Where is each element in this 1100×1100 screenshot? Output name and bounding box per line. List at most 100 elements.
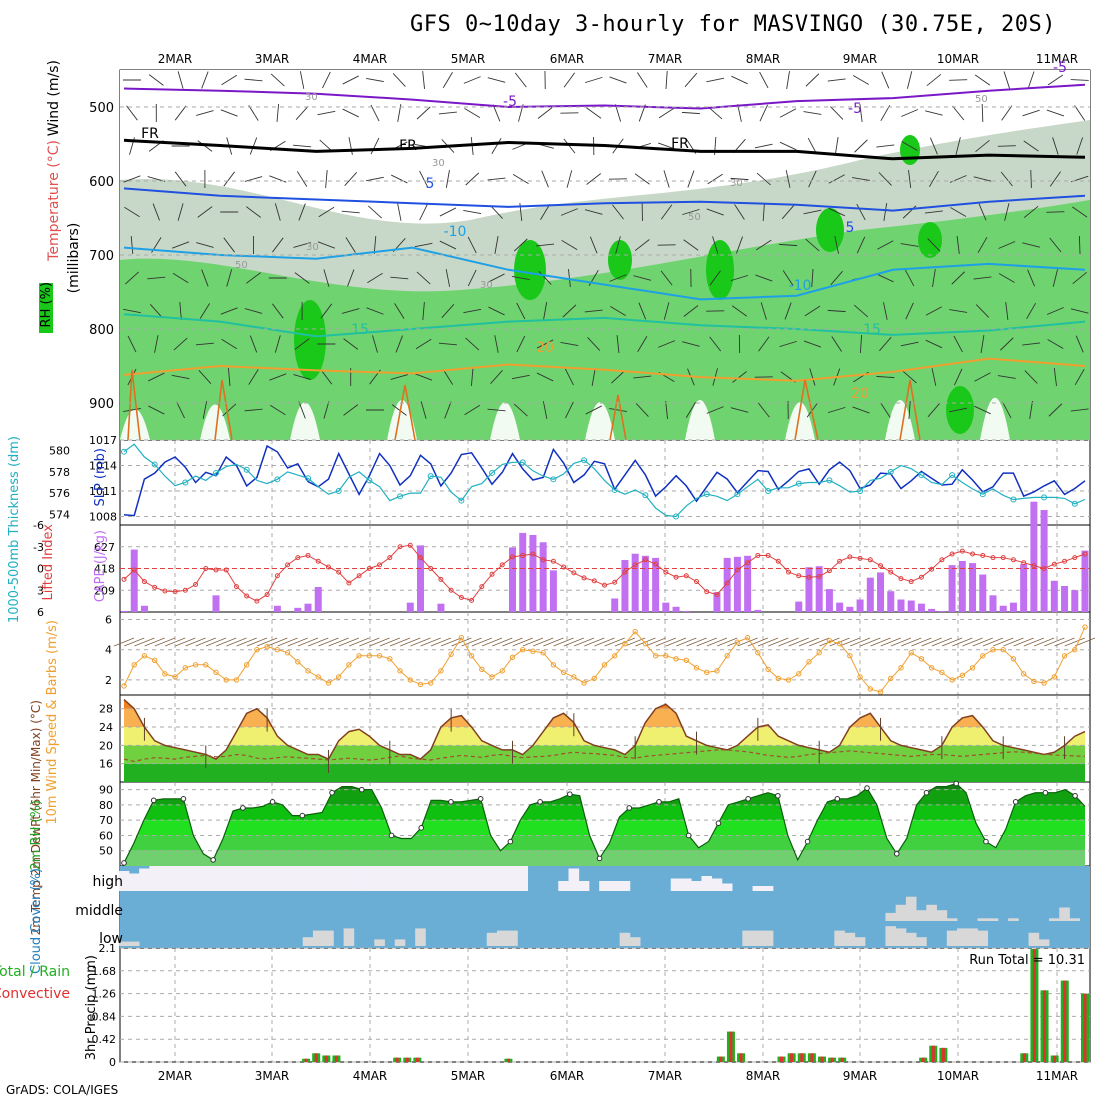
wind-barb [809, 368, 816, 386]
rh-band [124, 835, 1085, 851]
cloud-middle-bar [1049, 918, 1060, 921]
li-marker [428, 566, 434, 571]
top-date-label: 10MAR [937, 52, 979, 66]
wind-speed-marker [346, 662, 352, 668]
wind-barb [981, 103, 984, 123]
wind-barb [638, 302, 647, 320]
li-marker [377, 562, 383, 568]
surface-wind-barb [492, 637, 513, 647]
bottom-date-label: 5MAR [451, 1069, 486, 1083]
surface-wind-barb [124, 637, 145, 647]
wind-barb [491, 138, 502, 154]
li-marker [663, 569, 669, 575]
wind-barb [633, 375, 652, 379]
wind-barb [272, 303, 284, 319]
surface-wind-barb [870, 637, 891, 647]
wind-speed-marker [581, 680, 587, 686]
wind-barb [415, 338, 432, 350]
wind-barb [929, 170, 939, 188]
rh-dry-plume [685, 400, 715, 440]
wind-speed-marker [213, 669, 219, 676]
isotherm-line [123, 83, 1086, 110]
cloud-low-bar [374, 939, 385, 946]
wind-speed-marker [652, 653, 659, 659]
wind-speed-marker [796, 671, 802, 677]
cloud-middle-bar [987, 918, 999, 921]
cape-bar [1030, 501, 1038, 612]
wind-barb [148, 405, 165, 415]
cloud-high-bar [302, 866, 314, 891]
wind-speed-marker [836, 640, 843, 647]
cape-bar [406, 602, 414, 612]
wind-barb [438, 111, 457, 115]
wind-barb [900, 243, 919, 247]
wind-barb [830, 270, 843, 286]
wind-speed-marker [264, 644, 270, 650]
wind-barb [179, 301, 182, 321]
wind-barb [854, 139, 868, 153]
wind-barb [564, 368, 574, 386]
rh-marker [596, 855, 603, 862]
cape-bar [989, 595, 997, 612]
wind-barb [323, 401, 330, 419]
wind-barb [565, 401, 574, 419]
wind-barb [293, 374, 311, 380]
rh-marker [418, 825, 425, 831]
wind-barb [660, 270, 673, 286]
wind-barb [538, 271, 552, 285]
wind-barb [732, 371, 747, 383]
wind-barb [586, 173, 602, 185]
thickness-marker [121, 448, 127, 455]
temp-tick-label: 16 [99, 758, 113, 771]
wind-barb [342, 75, 359, 85]
wind-barb [325, 169, 328, 189]
cape-bar [713, 592, 721, 612]
wind-barb [951, 271, 965, 285]
cape-bar [130, 549, 138, 612]
cape-bar [846, 606, 854, 612]
wind-barb [246, 272, 261, 284]
li-marker [407, 542, 413, 548]
wind-tick-label: 6 [105, 614, 112, 627]
cape-bar [917, 603, 925, 612]
li-marker [295, 555, 301, 561]
wind-barb [1046, 109, 1065, 117]
surface-wind-barb [901, 637, 922, 647]
wind-barb [808, 170, 817, 188]
surface-wind-barb [839, 637, 861, 647]
top-date-label: 7MAR [648, 52, 683, 66]
wind-barb [927, 402, 941, 418]
rh-band-mid [120, 200, 1090, 440]
dewpoint-line [123, 749, 1086, 763]
wind-speed-marker [601, 662, 608, 668]
wind-barb [610, 305, 626, 317]
wind-speed-marker [417, 681, 424, 688]
cape-bar [969, 563, 977, 612]
wind-barb [1027, 269, 1036, 287]
surface-wind-barb [297, 637, 319, 647]
wind-barb [584, 209, 603, 215]
cape-bar [1020, 564, 1028, 612]
li-marker [387, 555, 393, 561]
wind-barb [490, 370, 503, 384]
slp-axis-label: SLP (mb) [93, 448, 108, 507]
wind-barb [341, 210, 360, 214]
wind-barb [274, 335, 281, 353]
li-marker [469, 597, 475, 603]
wind-tick-label: 2 [105, 674, 112, 687]
wind-speed-marker [928, 665, 935, 671]
slp-tick-label: 1014 [89, 460, 117, 473]
wind-barb [1075, 335, 1084, 353]
wind-speed-marker [612, 653, 618, 659]
precip-convective-bar [820, 1056, 824, 1062]
wind-barb [1029, 401, 1033, 419]
cloud-high-bar [292, 866, 304, 891]
thickness-marker [795, 480, 802, 487]
rh-marker [834, 796, 841, 802]
surface-wind-barb [236, 637, 257, 647]
wind-barb [1001, 105, 1013, 121]
li-marker [325, 564, 331, 570]
cape-bar [120, 610, 128, 612]
rh-marker [804, 838, 811, 845]
surface-wind-barb [717, 637, 738, 647]
